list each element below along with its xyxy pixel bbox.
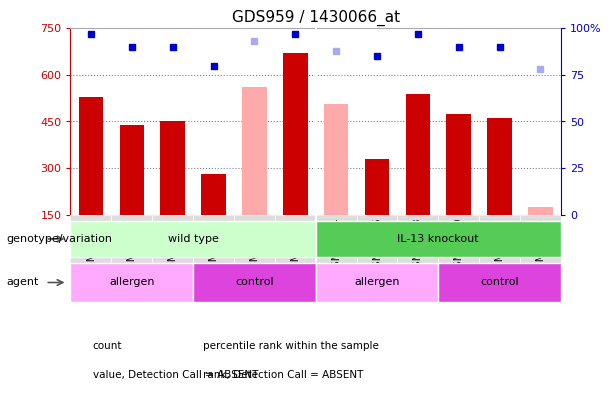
Text: allergen: allergen [109, 277, 154, 288]
Title: GDS959 / 1430066_at: GDS959 / 1430066_at [232, 9, 400, 26]
FancyBboxPatch shape [520, 215, 561, 277]
Text: count: count [93, 341, 122, 351]
FancyBboxPatch shape [438, 263, 561, 302]
Bar [283, 53, 308, 215]
FancyBboxPatch shape [316, 263, 438, 302]
Text: genotype/variation: genotype/variation [6, 234, 112, 244]
Bar [365, 159, 389, 215]
Bar [324, 104, 348, 215]
Text: wild type: wild type [168, 234, 218, 244]
Text: GSM21414: GSM21414 [536, 218, 546, 275]
Text: GSM21425: GSM21425 [249, 218, 259, 275]
Text: GSM21408: GSM21408 [413, 218, 423, 275]
Text: GSM21421: GSM21421 [168, 218, 178, 275]
Bar [406, 94, 430, 215]
FancyBboxPatch shape [316, 215, 357, 277]
Text: GSM21423: GSM21423 [208, 218, 218, 275]
Text: agent: agent [6, 277, 39, 288]
Bar [120, 125, 144, 215]
Text: rank, Detection Call = ABSENT: rank, Detection Call = ABSENT [203, 370, 364, 379]
Text: value, Detection Call = ABSENT: value, Detection Call = ABSENT [93, 370, 258, 379]
Bar [528, 207, 553, 215]
Text: GSM21419: GSM21419 [127, 218, 137, 275]
FancyBboxPatch shape [397, 215, 438, 277]
FancyBboxPatch shape [70, 215, 112, 277]
Text: GSM21412: GSM21412 [495, 218, 504, 275]
Text: control: control [235, 277, 274, 288]
Bar [78, 97, 103, 215]
Bar [487, 118, 512, 215]
Text: IL-13 knockout: IL-13 knockout [397, 234, 479, 244]
FancyBboxPatch shape [316, 221, 561, 257]
FancyBboxPatch shape [275, 215, 316, 277]
FancyBboxPatch shape [70, 221, 316, 257]
FancyBboxPatch shape [193, 215, 234, 277]
FancyBboxPatch shape [357, 215, 397, 277]
Text: GSM21427: GSM21427 [291, 218, 300, 275]
FancyBboxPatch shape [438, 215, 479, 277]
FancyBboxPatch shape [193, 263, 316, 302]
Text: percentile rank within the sample: percentile rank within the sample [203, 341, 379, 351]
Text: GSM21404: GSM21404 [331, 218, 341, 275]
Text: GSM21410: GSM21410 [454, 218, 463, 275]
Bar [201, 174, 226, 215]
FancyBboxPatch shape [112, 215, 152, 277]
Text: control: control [480, 277, 519, 288]
Bar [242, 87, 267, 215]
Text: GSM21417: GSM21417 [86, 218, 96, 275]
Text: allergen: allergen [354, 277, 400, 288]
FancyBboxPatch shape [234, 215, 275, 277]
Bar [161, 122, 185, 215]
FancyBboxPatch shape [479, 215, 520, 277]
Text: GSM21406: GSM21406 [372, 218, 382, 275]
FancyBboxPatch shape [70, 263, 193, 302]
FancyBboxPatch shape [152, 215, 193, 277]
Bar [446, 114, 471, 215]
